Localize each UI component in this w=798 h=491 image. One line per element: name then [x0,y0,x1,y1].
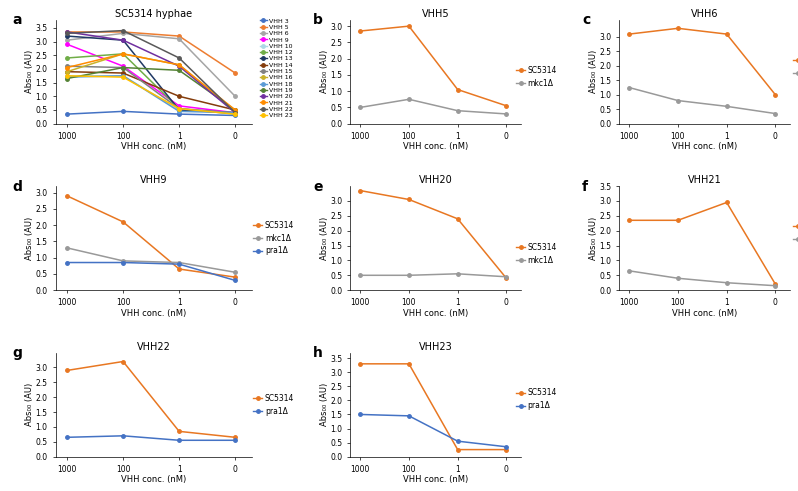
Text: e: e [313,180,322,194]
Text: b: b [313,13,323,27]
Legend: SC5314, pra1Δ: SC5314, pra1Δ [513,385,560,413]
Title: VHH5: VHH5 [422,9,449,19]
Text: c: c [582,13,591,27]
Title: VHH22: VHH22 [137,342,171,352]
Text: a: a [13,13,22,27]
X-axis label: VHH conc. (nM): VHH conc. (nM) [121,142,187,151]
X-axis label: VHH conc. (nM): VHH conc. (nM) [403,309,468,318]
Title: VHH9: VHH9 [140,175,168,185]
Legend: SC5314, mkc1Δ: SC5314, mkc1Δ [790,53,798,81]
Y-axis label: Abs₀₀ (AU): Abs₀₀ (AU) [25,50,34,93]
Y-axis label: Abs₀₀ (AU): Abs₀₀ (AU) [589,50,598,93]
Y-axis label: Abs₀₀ (AU): Abs₀₀ (AU) [320,383,329,426]
X-axis label: VHH conc. (nM): VHH conc. (nM) [403,475,468,484]
Title: SC5314 hyphae: SC5314 hyphae [116,9,192,19]
Y-axis label: Abs₀₀ (AU): Abs₀₀ (AU) [25,383,34,426]
Text: d: d [13,180,22,194]
Legend: SC5314, mkc1Δ: SC5314, mkc1Δ [513,240,560,268]
Text: g: g [13,346,22,360]
Text: f: f [582,180,588,194]
X-axis label: VHH conc. (nM): VHH conc. (nM) [403,142,468,151]
Title: VHH6: VHH6 [691,9,718,19]
X-axis label: VHH conc. (nM): VHH conc. (nM) [121,475,187,484]
Y-axis label: Abs₀₀ (AU): Abs₀₀ (AU) [320,217,329,260]
Y-axis label: Abs₀₀ (AU): Abs₀₀ (AU) [25,217,34,260]
Title: VHH21: VHH21 [688,175,721,185]
Y-axis label: Abs₀₀ (AU): Abs₀₀ (AU) [589,217,598,260]
X-axis label: VHH conc. (nM): VHH conc. (nM) [121,309,187,318]
Legend: SC5314, mkc1Δ: SC5314, mkc1Δ [790,219,798,247]
Text: h: h [313,346,323,360]
Title: VHH23: VHH23 [419,342,452,352]
X-axis label: VHH conc. (nM): VHH conc. (nM) [672,309,737,318]
Legend: SC5314, mkc1Δ: SC5314, mkc1Δ [513,63,560,91]
X-axis label: VHH conc. (nM): VHH conc. (nM) [672,142,737,151]
Legend: SC5314, mkc1Δ, pra1Δ: SC5314, mkc1Δ, pra1Δ [251,218,297,258]
Legend: SC5314, pra1Δ: SC5314, pra1Δ [251,391,297,418]
Legend: VHH 3, VHH 5, VHH 6, VHH 9, VHH 10, VHH 12, VHH 13, VHH 14, VHH 15, VHH 16, VHH : VHH 3, VHH 5, VHH 6, VHH 9, VHH 10, VHH … [259,18,294,119]
Title: VHH20: VHH20 [419,175,452,185]
Y-axis label: Abs₀₀ (AU): Abs₀₀ (AU) [320,50,329,93]
